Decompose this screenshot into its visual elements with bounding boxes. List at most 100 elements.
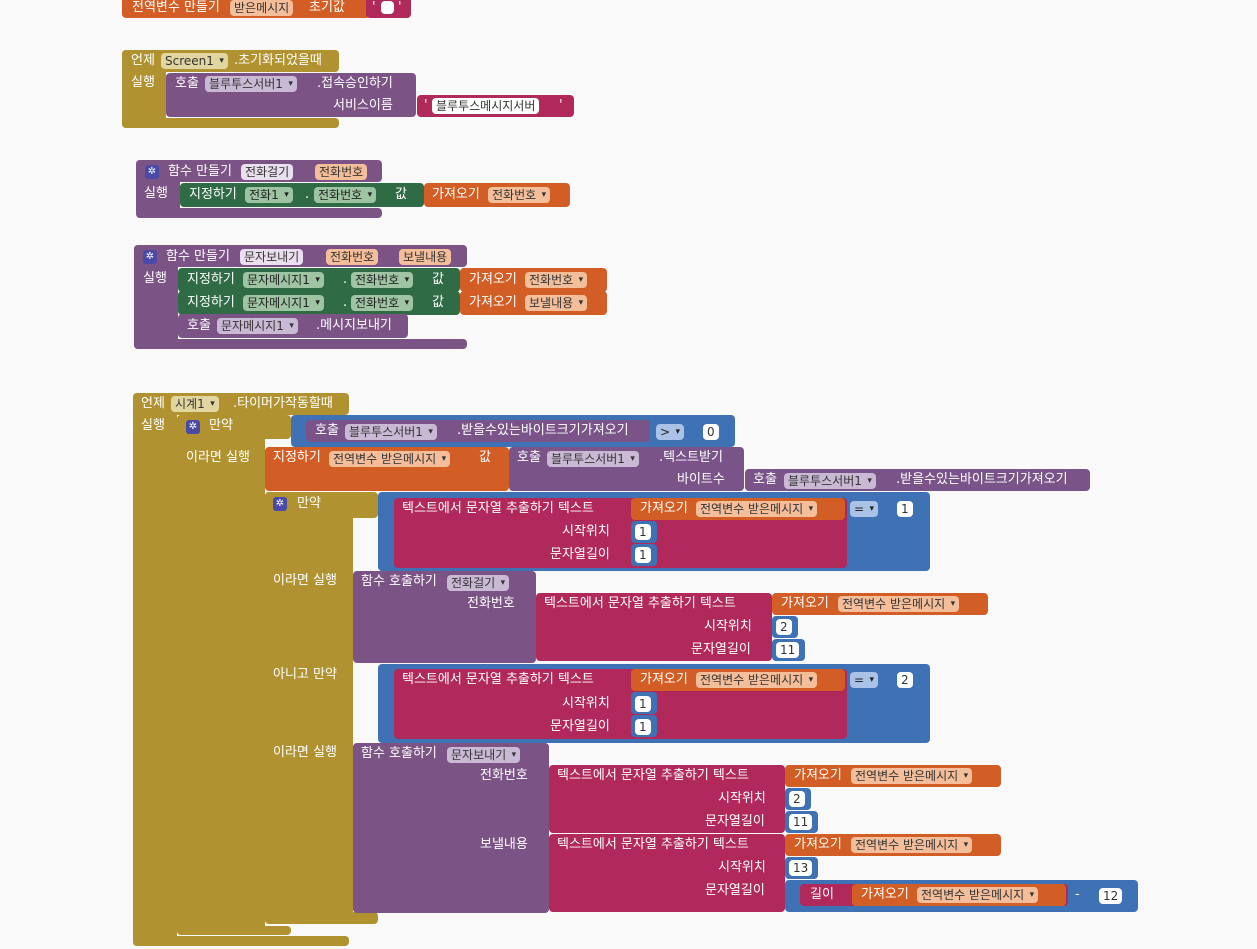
- property-dropdown[interactable]: 전화번호: [351, 272, 414, 288]
- empty-string-field[interactable]: [381, 1, 394, 14]
- number-field[interactable]: 13: [789, 860, 813, 876]
- bluetooth-server-dropdown[interactable]: 블루투스서버1: [547, 451, 639, 467]
- method-name: .접속승인하기: [317, 76, 393, 91]
- global-var-dropdown[interactable]: 전역변수 받은메시지: [696, 501, 818, 517]
- phone-arg-label: 전화번호: [467, 596, 515, 611]
- set-phone-number-block[interactable]: [180, 183, 424, 207]
- global-var-dropdown[interactable]: 전역변수 받은메시지: [696, 672, 818, 688]
- number-field[interactable]: 2: [776, 619, 792, 635]
- dot-separator: .: [343, 295, 348, 310]
- param-content[interactable]: 보낼내용: [399, 249, 452, 265]
- start-label: 시작위치: [718, 791, 766, 806]
- segment-label: 텍스트에서 문자열 추출하기 텍스트: [402, 672, 594, 687]
- length-label: 문자열길이: [705, 883, 765, 898]
- length-label: 문자열길이: [550, 547, 610, 562]
- start-label: 시작위치: [562, 696, 610, 711]
- operator-dropdown[interactable]: =: [850, 501, 879, 517]
- global-var-dropdown[interactable]: 전역변수 받은메시지: [851, 768, 973, 784]
- global-var-dropdown[interactable]: 전역변수 받은메시지: [329, 451, 451, 467]
- param-phone[interactable]: 전화번호: [315, 164, 368, 180]
- segment-block[interactable]: [549, 834, 785, 912]
- phone1-dropdown[interactable]: 전화1: [245, 187, 293, 203]
- set-label: 지정하기: [273, 450, 321, 465]
- to-label: 값: [479, 450, 491, 465]
- get-label: 가져오기: [469, 295, 517, 310]
- gear-icon[interactable]: ✲: [145, 165, 159, 179]
- service-name-string-field[interactable]: 블루투스메시지서버: [432, 98, 540, 114]
- screen1-dropdown[interactable]: Screen1: [161, 53, 228, 69]
- start-label: 시작위치: [718, 860, 766, 875]
- segment-block[interactable]: [536, 593, 772, 661]
- event-bottom: [133, 936, 349, 946]
- number-field[interactable]: 1: [635, 524, 651, 540]
- bluetooth-server-dropdown[interactable]: 블루투스서버1: [784, 473, 876, 489]
- gear-icon[interactable]: ✲: [186, 420, 200, 434]
- procedure-bottom: [134, 339, 467, 349]
- call-label: 호출: [315, 423, 339, 438]
- param-phone[interactable]: 전화번호: [326, 249, 379, 265]
- get-label: 가져오기: [432, 187, 480, 202]
- start-label: 시작위치: [704, 619, 752, 634]
- global-var-name-field[interactable]: 받은메시지: [230, 0, 294, 16]
- event-name: .초기화되었을때: [234, 53, 322, 68]
- set-label: 지정하기: [189, 187, 237, 202]
- procedure-name-field[interactable]: 전화걸기: [241, 164, 294, 180]
- get-label: 가져오기: [640, 501, 688, 516]
- set-label: 지정하기: [187, 295, 235, 310]
- procedure-name-field[interactable]: 문자보내기: [240, 249, 304, 265]
- get-var-dropdown[interactable]: 보낼내용: [525, 295, 588, 311]
- global-var-dropdown[interactable]: 전역변수 받은메시지: [917, 887, 1039, 903]
- get-var-dropdown[interactable]: 전화번호: [525, 272, 588, 288]
- then-label: 이라면 실행: [273, 573, 337, 588]
- procedure-bottom: [136, 208, 382, 218]
- procedure-label: 함수 만들기: [168, 164, 232, 179]
- length-func-label: 길이: [810, 887, 834, 902]
- global-var-dropdown[interactable]: 전역변수 받은메시지: [838, 596, 960, 612]
- minus-operator: -: [1075, 887, 1080, 902]
- length-label: 문자열길이: [705, 814, 765, 829]
- segment-block[interactable]: [549, 765, 785, 833]
- content-arg-label: 보낼내용: [480, 837, 528, 852]
- number-field[interactable]: 11: [789, 814, 813, 830]
- call-label: 호출: [175, 76, 199, 91]
- when-label: 언제: [141, 396, 165, 411]
- event-name: .타이머가작동할때: [233, 396, 333, 411]
- gear-icon[interactable]: ✲: [273, 497, 287, 511]
- number-field[interactable]: 2: [897, 672, 913, 688]
- texting-dropdown[interactable]: 문자메시지1: [243, 272, 324, 288]
- number-field[interactable]: 11: [776, 642, 800, 658]
- init-label: 초기값: [309, 0, 345, 15]
- property-dropdown[interactable]: 전화번호: [351, 295, 414, 311]
- procedure-dropdown[interactable]: 문자보내기: [447, 747, 521, 763]
- gear-icon[interactable]: ✲: [143, 250, 157, 264]
- number-field[interactable]: 1: [897, 501, 913, 517]
- number-field[interactable]: 12: [1099, 888, 1123, 904]
- number-field[interactable]: 2: [789, 791, 805, 807]
- number-field[interactable]: 1: [635, 547, 651, 563]
- then-label: 이라면 실행: [186, 450, 250, 465]
- operator-dropdown[interactable]: =: [850, 672, 879, 688]
- operator-dropdown[interactable]: >: [656, 424, 685, 440]
- get-label: 가져오기: [794, 837, 842, 852]
- call-label: 호출: [187, 318, 211, 333]
- clock-dropdown[interactable]: 시계1: [171, 396, 219, 412]
- inner-if-bottom: [265, 912, 378, 924]
- number-field[interactable]: 1: [635, 719, 651, 735]
- call-procedure-text-block[interactable]: [353, 743, 549, 913]
- call-label: 호출: [753, 472, 777, 487]
- procedure-dropdown[interactable]: 전화걸기: [447, 575, 510, 591]
- to-label: 값: [395, 187, 407, 202]
- number-field[interactable]: 0: [703, 424, 719, 440]
- bluetooth-server-dropdown[interactable]: 블루투스서버1: [205, 76, 297, 92]
- texting-dropdown[interactable]: 문자메시지1: [243, 295, 324, 311]
- set-label: 지정하기: [187, 272, 235, 287]
- get-var-dropdown[interactable]: 전화번호: [488, 187, 551, 203]
- global-var-dropdown[interactable]: 전역변수 받은메시지: [851, 837, 973, 853]
- num-bytes-label: 바이트수: [677, 472, 725, 487]
- texting-dropdown[interactable]: 문자메시지1: [217, 318, 298, 334]
- event-body-side: [133, 393, 177, 946]
- method-name: .받을수있는바이트크기가져오기: [896, 472, 1068, 487]
- number-field[interactable]: 1: [635, 696, 651, 712]
- bluetooth-server-dropdown[interactable]: 블루투스서버1: [345, 424, 437, 440]
- phone-property-dropdown[interactable]: 전화번호: [314, 187, 377, 203]
